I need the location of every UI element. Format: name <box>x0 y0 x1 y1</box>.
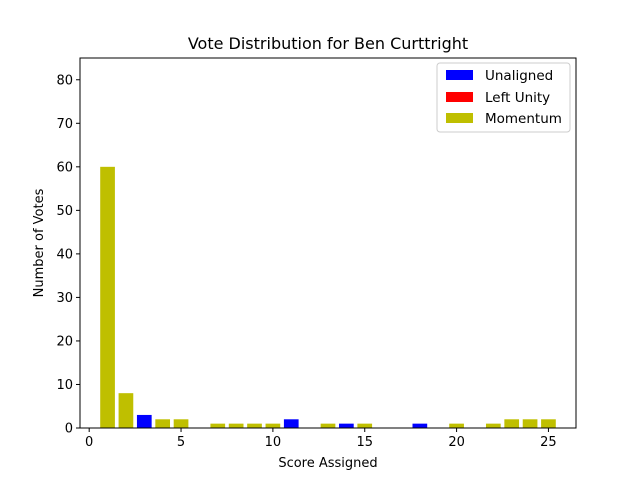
x-tick-label: 0 <box>85 435 93 450</box>
legend-label-left-unity: Left Unity <box>485 90 550 106</box>
x-tick-label: 20 <box>448 435 465 450</box>
x-axis-label: Score Assigned <box>278 456 377 471</box>
y-tick-label: 60 <box>56 160 73 175</box>
y-tick-label: 40 <box>56 247 73 262</box>
bar-unaligned-14 <box>339 424 354 428</box>
bar-unaligned-11 <box>284 419 299 428</box>
bars-layer <box>100 167 556 428</box>
x-tick-label: 10 <box>265 435 282 450</box>
legend-swatch-left-unity <box>446 92 473 102</box>
bar-momentum-2 <box>119 393 134 428</box>
bar-momentum-7 <box>210 424 225 428</box>
legend-label-unaligned: Unaligned <box>485 68 553 84</box>
legend-label-momentum: Momentum <box>485 111 562 127</box>
bar-momentum-5 <box>174 419 189 428</box>
bar-momentum-24 <box>523 419 538 428</box>
bar-momentum-1 <box>100 167 115 428</box>
legend: Unaligned Left Unity Momentum <box>437 63 570 132</box>
y-tick-label: 30 <box>56 291 73 306</box>
bar-momentum-8 <box>229 424 244 428</box>
x-axis: 0 5 10 15 20 25 <box>85 428 557 450</box>
y-axis-label: Number of Votes <box>32 188 47 297</box>
y-tick-label: 50 <box>56 204 73 219</box>
y-tick-label: 80 <box>56 73 73 88</box>
y-tick-label: 10 <box>56 378 73 393</box>
x-tick-label: 25 <box>540 435 557 450</box>
y-tick-label: 0 <box>65 422 73 437</box>
bar-momentum-4 <box>155 419 170 428</box>
y-tick-label: 20 <box>56 334 73 349</box>
chart-title: Vote Distribution for Ben Curttright <box>188 34 468 53</box>
bar-unaligned-3 <box>137 415 152 428</box>
legend-swatch-momentum <box>446 113 473 123</box>
y-tick-label: 70 <box>56 117 73 132</box>
bar-unaligned-18 <box>413 424 428 428</box>
bar-momentum-25 <box>541 419 556 428</box>
bar-momentum-23 <box>504 419 519 428</box>
bar-momentum-20 <box>449 424 464 428</box>
bar-momentum-13 <box>321 424 336 428</box>
bar-momentum-10 <box>266 424 281 428</box>
x-tick-label: 15 <box>356 435 373 450</box>
bar-momentum-22 <box>486 424 501 428</box>
x-tick-label: 5 <box>177 435 185 450</box>
bar-momentum-9 <box>247 424 262 428</box>
y-axis: 0 10 20 30 40 50 60 70 80 <box>56 73 80 436</box>
bar-momentum-15 <box>357 424 372 428</box>
legend-swatch-unaligned <box>446 70 473 80</box>
